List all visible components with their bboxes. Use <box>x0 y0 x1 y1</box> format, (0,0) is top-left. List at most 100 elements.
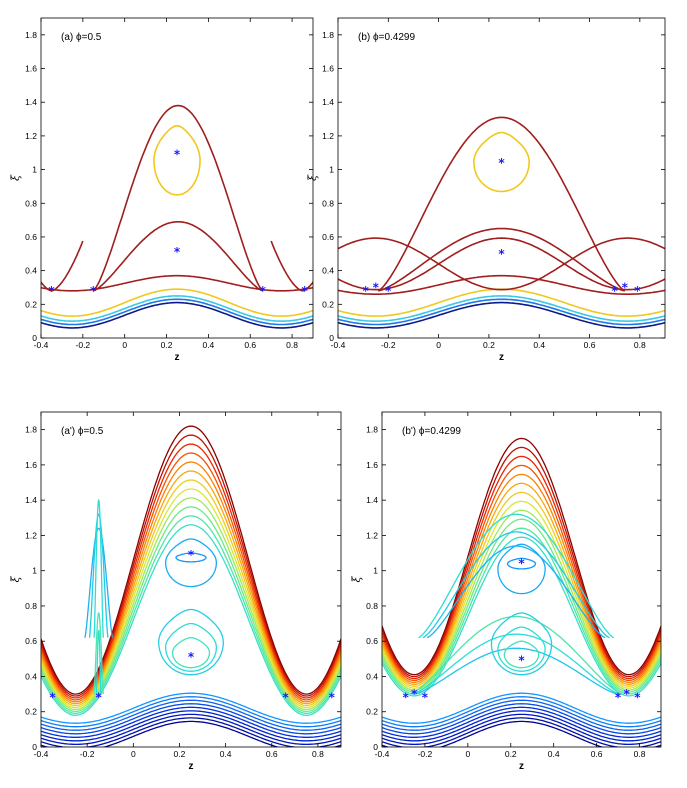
panel-b-ytick-label: 0.4 <box>322 266 334 276</box>
panel-ap-upper-contour-7 <box>41 470 341 705</box>
panel-ap-lower-contour-8 <box>41 696 341 728</box>
panel-bp-lower-contour-4 <box>382 710 661 742</box>
panel-b-critical-point-4: * <box>373 280 380 294</box>
panel-ap-lobe-low-3 <box>93 612 104 695</box>
panel-bp-lobe-top-2 <box>422 531 610 639</box>
panel-a-ytick-label: 1.2 <box>25 131 37 141</box>
panel-ap-lower-contour-7 <box>41 699 341 731</box>
panel-bp: *** * * * * *-0.4 -0.2 0 0.2 0.4 0.6 0.800.20.40.60… <box>350 411 662 772</box>
panel-ap-lower-contour-4 <box>41 710 341 742</box>
panel-bp-lower-contour-7 <box>382 699 661 731</box>
panel-a-ytick-label: 1 <box>32 165 37 175</box>
panel-b-cross-left <box>338 237 665 291</box>
panel-bp-lower-contour-3 <box>382 713 661 746</box>
panel-b-open-1 <box>338 301 665 329</box>
panel-a: * * * * * * -0.4 -0.2 0 0.2 0.4 0.6 0.8 0 0.2 0.4 0.6 0.8… <box>9 17 314 363</box>
panel-bp-ytick-label: 1.6 <box>366 460 378 470</box>
panel-a-plot-area <box>41 104 313 329</box>
panel-b-ytick-label: 1.4 <box>322 97 334 107</box>
panel-bp-critical-point-5: * <box>422 691 429 705</box>
panel-ap-upper-contour-3 <box>41 506 341 713</box>
panel-b-critical-point-3: * <box>363 284 370 298</box>
panel-a-critical-point-3: * <box>48 284 55 298</box>
panel-bp-lower-contour-9 <box>382 692 661 724</box>
panel-b-xtick-label: -0.2 <box>381 340 396 350</box>
panel-ap-upper-contour-2 <box>41 515 341 714</box>
panel-bp-xtick-label: 0.6 <box>591 749 603 759</box>
panel-bp-y-axis-label: ξ <box>350 576 363 583</box>
panel-b-ytick-label: 0.6 <box>322 232 334 242</box>
panel-b-ytick-label: 1 <box>329 165 334 175</box>
panel-b-critical-point-6: * <box>612 284 619 298</box>
panel-b-xtick-label: 0.8 <box>634 340 646 350</box>
panel-b-critical-point-2: * <box>498 247 505 261</box>
panel-a-xtick-label: 0.8 <box>286 340 298 350</box>
panel-a-critical-point-1: * <box>174 147 181 161</box>
panel-bp-upper-contour-2 <box>382 527 661 695</box>
panel-a-frame <box>40 17 314 339</box>
panel-ap-lobe-low-2 <box>95 630 102 695</box>
panel-ap-upper-contour-11 <box>41 434 341 697</box>
panel-ap-island-mid <box>164 538 218 588</box>
panel-bp-ytick-label: 1 <box>373 566 378 576</box>
panel-ap-lower-contour-6 <box>41 703 341 735</box>
panel-bp-upper-contour-6 <box>382 491 661 687</box>
panel-a-separatrix-high <box>92 104 264 292</box>
panel-a-ytick-label: 1.4 <box>25 97 37 107</box>
panel-ap-island-low-2 <box>164 622 218 672</box>
panel-ap-xtick-label: 0.8 <box>312 749 324 759</box>
panel-b-ytick-label: 1.6 <box>322 64 334 74</box>
panel-a-open-3 <box>41 295 313 322</box>
panel-ap-ytick-label: 1.6 <box>25 460 37 470</box>
panel-ap-y-axis-label: ξ <box>9 576 22 583</box>
panel-a-separatrix-mid <box>93 221 264 292</box>
panel-b-xtick-label: 0 <box>436 340 441 350</box>
panel-b-island-yellow <box>472 131 531 193</box>
panel-ap-xtick-label: 0.2 <box>174 749 186 759</box>
panel-ap-xtick-label: 0.6 <box>266 749 278 759</box>
panel-bp-lobe-top-3 <box>418 513 615 639</box>
panel-bp-island-mid <box>497 543 546 595</box>
panel-bp-upper-contour-8 <box>382 473 661 684</box>
panel-b-ytick-label: 0.8 <box>322 198 334 208</box>
panel-ap-critical-point-5: * <box>282 691 289 705</box>
panel-ap-critical-point-1: * <box>188 548 195 562</box>
panel-bp-ytick-label: 0.2 <box>366 707 378 717</box>
panel-a-open-1 <box>41 301 313 329</box>
panel-ap-ytick-label: 1.2 <box>25 530 37 540</box>
panel-bp-island-low-3 <box>490 612 553 676</box>
panel-ap-ytick-label: 0.4 <box>25 671 37 681</box>
panel-a-xtick-label: 0.2 <box>161 340 173 350</box>
panel-bp-upper-contour-4 <box>382 509 661 691</box>
panel-bp-upper-contour-11 <box>382 446 661 678</box>
panel-ap: * * * * * * -0.4 -0.2 0 0.2 0.4 0.6 0.8 0 0.2 0.4 0.6 0.8… <box>9 411 342 772</box>
panel-bp-lower-contour-2 <box>382 717 661 747</box>
panel-b-ytick-label: 0 <box>329 333 334 343</box>
panel-a-ytick-label: 0.2 <box>25 299 37 309</box>
panel-bp-ytick-label: 0.8 <box>366 601 378 611</box>
panel-ap-island-low-1 <box>171 637 211 669</box>
panel-b-critical-point-8: * <box>634 284 641 298</box>
panel-a-title: (a) ϕ=0.5 <box>61 32 102 43</box>
panel-ap-upper-contour-1 <box>41 524 341 716</box>
panel-b-frame <box>337 17 666 339</box>
panel-a-ytick-label: 0.6 <box>25 232 37 242</box>
panel-bp-xtick-label: 0 <box>465 749 470 759</box>
panel-ap-x-axis-label: z <box>189 761 194 772</box>
panel-b-critical-point-7: * <box>622 280 629 294</box>
panel-b-critical-point-5: * <box>385 284 392 298</box>
panel-b-ytick-label: 1.2 <box>322 131 334 141</box>
panel-a-separatrix-low <box>41 274 313 292</box>
panel-ap-lobe-top-3 <box>93 499 104 638</box>
panel-bp-xtick-label: -0.4 <box>375 749 390 759</box>
panel-bp-xtick-label: -0.2 <box>418 749 433 759</box>
panel-b-separatrix-low <box>338 274 665 295</box>
panel-a-ytick-label: 1.6 <box>25 64 37 74</box>
panel-a-y-axis-label: ξ <box>9 174 22 181</box>
panel-ap-ytick-label: 1 <box>32 566 37 576</box>
panel-ap-upper-contour-12 <box>41 425 341 695</box>
panel-bp-lower-contour-1 <box>382 720 661 747</box>
panel-ap-upper-contour-5 <box>41 488 341 709</box>
panel-a-ytick-label: 0 <box>32 333 37 343</box>
